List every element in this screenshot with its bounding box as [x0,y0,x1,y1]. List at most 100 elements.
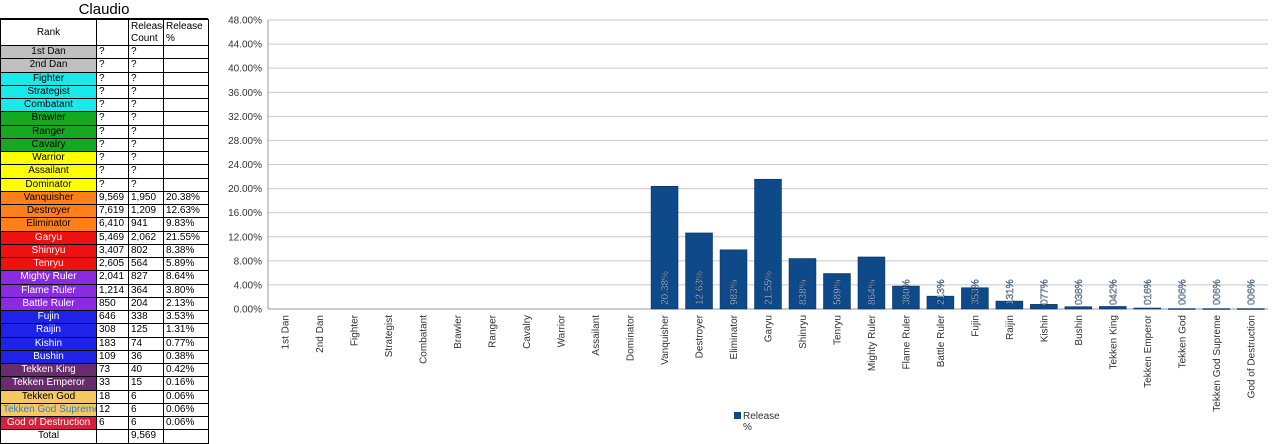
released-cell: 6,410 [96,217,129,232]
released-cell: ? [96,150,129,166]
released-cell: 850 [96,296,129,312]
released-cell: 7,619 [96,203,129,219]
x-tick-label: Dominator [626,314,637,361]
released-cell: ? [96,84,129,100]
count-cell: ? [128,164,164,179]
released-cell: ? [96,58,129,73]
total-released [96,429,129,444]
x-tick-label: Fujin [970,315,981,337]
released-cell: 3,407 [96,243,129,259]
y-tick-label: 8.00% [234,256,262,267]
y-tick-label: 40.00% [228,64,262,75]
count-cell: 564 [128,256,164,272]
count-cell: 364 [128,283,164,298]
x-tick-label: Tekken God Supreme [1212,315,1223,412]
bar [1064,306,1093,310]
table-row: 1st Dan?? [0,44,209,60]
pct-cell: 1.31% [163,323,209,338]
x-tick-label: Tekken God [1177,315,1188,368]
table-row: Tekken Emperor 33 15 0.16% [0,376,209,391]
pct-cell: 0.38% [163,349,209,365]
table-row: Ranger?? [0,124,209,139]
chart-panel: 0.00% 4.00% 8.00% 12.00% 16.00% 20.00% 24.00% 2… [212,0,1280,444]
bar [650,185,679,310]
released-cell: 6 [96,415,129,431]
x-tick-label: Eliminator [729,314,740,359]
rank-cell: Dominator [0,177,97,192]
released-cell: 1,214 [96,283,129,298]
table-row: Dominator?? [0,177,209,192]
data-label: 038% [1074,279,1085,305]
bar [788,258,817,310]
table-row: Tekken God 18 6 0.06% [0,389,209,404]
table-row: Tekken King 73 40 0.42% [0,362,209,378]
data-label: 380% [901,279,912,305]
x-tick-label: Strategist [384,315,395,357]
y-tick-label: 16.00% [228,208,262,219]
release-table: Rank Release Count Release % 1st Dan??2n… [0,19,209,444]
count-cell: 6 [128,389,164,404]
x-tick-label: Assailant [591,315,602,356]
count-cell: 6 [128,415,164,431]
pct-cell: 9.83% [163,217,209,232]
count-cell: 36 [128,349,164,365]
bar [1168,308,1196,310]
rank-cell: Battle Ruler [0,296,97,312]
table-row: Warrior?? [0,150,209,166]
rank-cell: Shinryu [0,243,97,259]
data-label: 077% [1039,279,1050,305]
data-label: 353% [970,279,981,305]
count-cell: 125 [128,323,164,338]
pct-cell: 0.16% [163,376,209,391]
data-label: 20.38% [660,271,671,305]
header-rank: Rank [0,19,97,46]
count-cell: ? [128,44,164,60]
rank-cell: Kishin [0,336,97,351]
y-tick-label: 12.00% [228,232,262,243]
released-cell: ? [96,124,129,139]
rank-cell: 2nd Dan [0,58,97,73]
released-cell: 183 [96,336,129,351]
x-tick-label: Kishin [1039,315,1050,342]
released-cell: ? [96,137,129,153]
table-row: Shinryu 3,407 802 8.38% [0,243,209,259]
rank-cell: Combatant [0,97,97,113]
x-tick-label: Tekken King [1108,315,1119,369]
rank-cell: Vanquisher [0,190,97,206]
bar [857,256,886,310]
table-row: Vanquisher 9,569 1,950 20.38% [0,190,209,206]
rank-cell: Raijin [0,323,97,338]
count-cell: 802 [128,243,164,259]
data-label: 006% [1246,279,1257,305]
rank-cell: Tekken God [0,389,97,404]
y-tick-label: 28.00% [228,136,262,147]
count-cell: 204 [128,296,164,312]
rank-cell: God of Destruction [0,415,97,431]
data-label: 864% [867,279,878,305]
count-cell: 74 [128,336,164,351]
table-row: Strategist?? [0,84,209,100]
bar [1202,308,1231,310]
rank-cell: Tenryu [0,256,97,272]
table-row: Raijin 308 125 1.31% [0,323,209,338]
rank-cell: Brawler [0,111,97,126]
data-label: 016% [1143,279,1154,305]
x-tick-label: Ranger [488,314,499,347]
y-tick-label: 4.00% [234,280,262,291]
pct-cell [163,177,209,192]
data-label: 838% [798,279,809,305]
table-row: Battle Ruler 850 204 2.13% [0,296,209,312]
total-pct [163,429,209,444]
pct-cell: 8.64% [163,270,209,285]
pct-cell [163,111,209,126]
pct-cell [163,164,209,179]
pct-cell: 12.63% [163,203,209,219]
released-cell: ? [96,111,129,126]
pct-cell [163,124,209,139]
x-tick-label: Mighty Ruler [867,314,878,371]
rank-cell: Bushin [0,349,97,365]
table-row: Assailant?? [0,164,209,179]
pct-cell: 3.53% [163,309,209,325]
bar [926,295,955,310]
released-cell: ? [96,164,129,179]
